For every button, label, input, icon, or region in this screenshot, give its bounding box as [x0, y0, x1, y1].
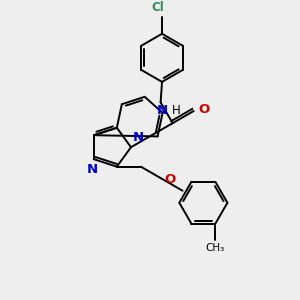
Text: N: N: [87, 164, 98, 176]
Text: N: N: [157, 104, 168, 117]
Text: O: O: [164, 173, 175, 186]
Text: N: N: [133, 131, 144, 144]
Text: O: O: [199, 103, 210, 116]
Text: Cl: Cl: [152, 1, 164, 14]
Text: CH₃: CH₃: [206, 243, 225, 253]
Text: H: H: [172, 104, 181, 117]
